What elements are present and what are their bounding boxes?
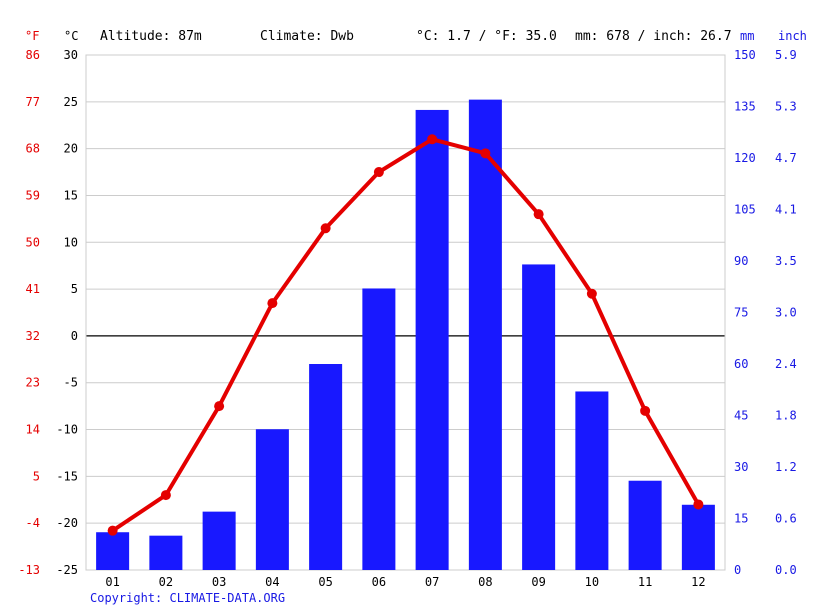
header-altitude: Altitude: 87m [100, 29, 202, 44]
c-tick-label: -15 [56, 469, 78, 483]
inch-tick-label: 1.2 [775, 460, 797, 474]
precip-bar [309, 364, 342, 570]
f-tick-label: 77 [26, 95, 40, 109]
copyright-text: Copyright: CLIMATE-DATA.ORG [90, 591, 285, 605]
c-tick-label: -25 [56, 563, 78, 577]
inch-tick-label: 1.8 [775, 409, 797, 423]
c-tick-label: -20 [56, 516, 78, 530]
mm-tick-label: 135 [734, 100, 756, 114]
temperature-point [534, 209, 544, 219]
f-tick-label: 50 [26, 235, 40, 249]
inch-tick-label: 5.3 [775, 100, 797, 114]
precip-bar [362, 288, 395, 570]
header-temp-avg: °C: 1.7 / °F: 35.0 [416, 29, 557, 44]
x-tick-label: 12 [691, 575, 705, 589]
climate-chart: °F °C Altitude: 87m Climate: Dwb °C: 1.7 / °… [0, 0, 815, 611]
header-climate: Climate: Dwb [260, 29, 354, 44]
inch-tick-label: 3.0 [775, 306, 797, 320]
f-tick-label: 14 [26, 423, 40, 437]
inch-tick-label: 0.6 [775, 512, 797, 526]
inch-tick-label: 3.5 [775, 254, 797, 268]
c-tick-label: 10 [64, 235, 78, 249]
x-tick-label: 08 [478, 575, 492, 589]
inch-tick-label: 0.0 [775, 563, 797, 577]
temperature-point [427, 134, 437, 144]
c-tick-label: -5 [64, 376, 78, 390]
temperature-line [113, 139, 699, 530]
c-tick-label: 0 [71, 329, 78, 343]
chart-svg: °F °C Altitude: 87m Climate: Dwb °C: 1.7 / °… [0, 0, 815, 611]
axis-header-inch: inch [778, 29, 807, 43]
f-tick-label: 68 [26, 142, 40, 156]
f-tick-label: 59 [26, 188, 40, 202]
mm-tick-label: 60 [734, 357, 748, 371]
c-tick-label: 20 [64, 142, 78, 156]
mm-tick-label: 0 [734, 563, 741, 577]
x-tick-label: 05 [318, 575, 332, 589]
inch-tick-label: 5.9 [775, 48, 797, 62]
precip-bar [522, 264, 555, 570]
precip-bar [575, 391, 608, 570]
mm-tick-label: 90 [734, 254, 748, 268]
precip-bar [682, 505, 715, 570]
temperature-point [587, 289, 597, 299]
precip-bar [469, 100, 502, 570]
x-tick-label: 04 [265, 575, 279, 589]
axis-header-mm: mm [740, 29, 754, 43]
c-tick-label: 15 [64, 188, 78, 202]
mm-tick-label: 120 [734, 151, 756, 165]
x-tick-label: 10 [585, 575, 599, 589]
temperature-point [321, 223, 331, 233]
axis-header-f: °F [25, 29, 39, 43]
f-tick-label: 32 [26, 329, 40, 343]
precip-bar [629, 481, 662, 570]
f-tick-label: 5 [33, 469, 40, 483]
f-tick-label: -4 [26, 516, 40, 530]
inch-tick-label: 2.4 [775, 357, 797, 371]
temperature-point [640, 406, 650, 416]
inch-tick-label: 4.7 [775, 151, 797, 165]
precip-bar [149, 536, 182, 570]
f-tick-label: -13 [18, 563, 40, 577]
x-tick-label: 06 [372, 575, 386, 589]
temperature-point [374, 167, 384, 177]
precip-bar [256, 429, 289, 570]
temperature-point [693, 499, 703, 509]
f-tick-label: 23 [26, 376, 40, 390]
c-tick-label: 5 [71, 282, 78, 296]
c-tick-label: 30 [64, 48, 78, 62]
precip-bar [203, 512, 236, 570]
x-tick-label: 03 [212, 575, 226, 589]
c-tick-label: 25 [64, 95, 78, 109]
temperature-point [480, 148, 490, 158]
precip-bar [416, 110, 449, 570]
mm-tick-label: 105 [734, 203, 756, 217]
x-tick-label: 11 [638, 575, 652, 589]
header-precip-total: mm: 678 / inch: 26.7 [575, 29, 732, 44]
mm-tick-label: 150 [734, 48, 756, 62]
axis-header-c: °C [64, 29, 78, 43]
inch-tick-label: 4.1 [775, 203, 797, 217]
mm-tick-label: 45 [734, 409, 748, 423]
temperature-point [108, 526, 118, 536]
x-tick-label: 02 [159, 575, 173, 589]
f-tick-label: 41 [26, 282, 40, 296]
x-tick-label: 07 [425, 575, 439, 589]
temperature-point [214, 401, 224, 411]
mm-tick-label: 75 [734, 306, 748, 320]
temperature-point [161, 490, 171, 500]
f-tick-label: 86 [26, 48, 40, 62]
x-tick-label: 09 [531, 575, 545, 589]
mm-tick-label: 15 [734, 512, 748, 526]
temperature-point [267, 298, 277, 308]
c-tick-label: -10 [56, 423, 78, 437]
precip-bar [96, 532, 129, 570]
mm-tick-label: 30 [734, 460, 748, 474]
x-tick-label: 01 [105, 575, 119, 589]
